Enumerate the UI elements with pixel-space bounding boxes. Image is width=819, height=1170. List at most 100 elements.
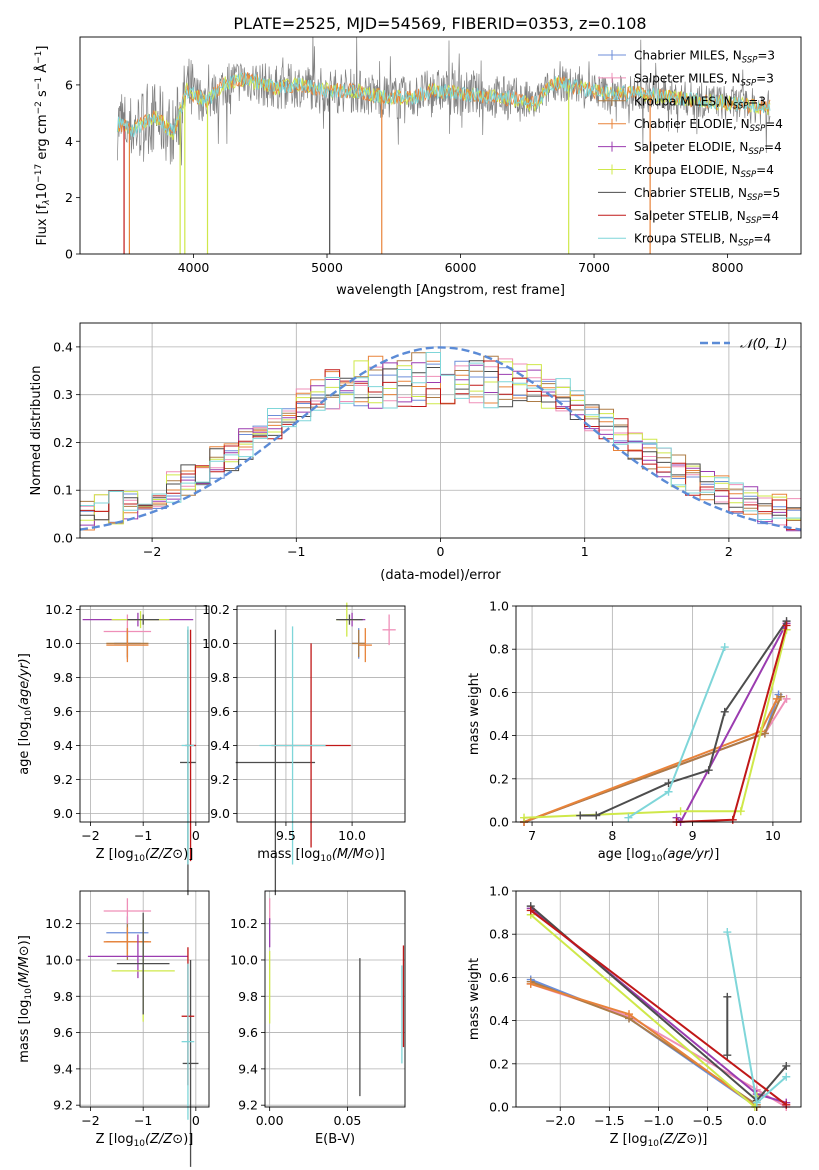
legend-label-sub: SSP: [742, 56, 758, 66]
x-tick-label: −2.0: [545, 1113, 575, 1128]
chart-weight_vs_z: −2.0 −1.5 −1.0 −0.5 0.0 0.0 0.2 0.4 0.6 0.8 1.0 mas…: [467, 884, 802, 1149]
y-tick-label: 1.0: [489, 884, 509, 899]
y-tick-label: 10.0: [45, 952, 73, 967]
x-tick-label: 0.00: [256, 1113, 284, 1128]
y-tick-label: 0.2: [489, 1056, 509, 1071]
y-tick-label: 10.2: [45, 916, 73, 931]
y-tick-label: 9.2: [238, 1098, 258, 1113]
y-tick-label: 9.4: [210, 738, 230, 753]
y-tick-label: 9.4: [53, 738, 73, 753]
weight-line-salpeter_stelib: [530, 909, 787, 1106]
plot-area: [235, 602, 396, 896]
y-tick-label: 9.6: [210, 704, 230, 719]
legend-label-sub: SSP: [746, 216, 762, 226]
legend-label-text: Chabrier MILES, N: [634, 49, 742, 63]
y-tick-label: 9.2: [53, 772, 73, 787]
x-tick-label: −1: [134, 828, 152, 843]
y-axis-label: age [log10(age/yr)]: [17, 653, 34, 775]
y-tick-label: 9.2: [53, 1098, 73, 1113]
legend-label-eq: =4: [754, 232, 772, 246]
y-axis-label: Flux [fλ10−17 erg cm−2 s−1 Å−1]: [34, 46, 52, 246]
chart-residuals: −2 −1 0 1 2 0.0 0.1 0.2 0.3 0.4 (data-model)/error…: [29, 322, 802, 583]
weight-line-kroupa_elodie: [530, 914, 758, 1109]
chart-weight_vs_age: 7 8 9 10 0.0 0.2 0.4 0.6 0.8 1.0 mass weight age [l…: [467, 599, 802, 864]
weight-marker: [526, 979, 535, 988]
weight-marker: [526, 906, 535, 915]
y-axis-label: Normed distribution: [29, 366, 44, 496]
axes-frame: [236, 605, 406, 823]
legend-label-text: Chabrier ELODIE, N: [634, 117, 750, 131]
x-tick-label: −1.5: [594, 1113, 624, 1128]
y-tick-label: 2: [65, 190, 73, 205]
x-axis-label: wavelength [Angstrom, rest frame]: [336, 283, 565, 298]
y-tick-label: 9.8: [210, 670, 230, 685]
y-tick-label: 0.3: [53, 387, 73, 402]
legend-label-sub: SSP: [741, 78, 757, 88]
y-tick-label: 9.0: [210, 806, 230, 821]
x-tick-label: 10.0: [338, 828, 366, 843]
x-axis-label: Z [log10(Z/Z⊙)]: [96, 1132, 194, 1149]
legend-label: Chabrier STELIB, NSSP=5: [634, 186, 780, 203]
legend-label-sub: SSP: [733, 101, 749, 111]
x-tick-label: −1: [134, 1113, 152, 1128]
weight-marker: [723, 928, 732, 937]
y-tick-label: 0.4: [489, 1013, 509, 1028]
y-tick-label: 9.8: [53, 670, 73, 685]
y-tick-label: 10.2: [45, 602, 73, 617]
y-tick-label: 10.2: [202, 602, 230, 617]
legend-label: Salpeter MILES, NSSP=3: [634, 71, 774, 88]
legend-label-text: Kroupa STELIB, N: [634, 232, 738, 246]
legend-label: Chabrier MILES, NSSP=3: [634, 49, 775, 66]
x-tick-label: 7: [528, 828, 536, 843]
y-tick-label: 0.2: [489, 771, 509, 786]
figure-title: PLATE=2525, MJD=54569, FIBERID=0353, z=0…: [233, 14, 646, 33]
normal-curve: [80, 346, 801, 531]
x-tick-label: 0: [437, 544, 445, 559]
weight-marker: [782, 1072, 791, 1081]
weight-marker: [776, 692, 785, 701]
chart-mass_vs_z: −2 −1 0 9.2 9.4 9.6 9.8 10.0 10.2 Z [log10(Z/Z⊙)]…: [17, 890, 210, 1167]
x-tick-label: 9.5: [276, 828, 296, 843]
axes-frame: [79, 322, 802, 539]
weight-marker: [520, 813, 529, 822]
x-tick-label: 6000: [445, 260, 477, 275]
weight-line-chabrier_stelib: [580, 620, 788, 817]
legend-label-text: Chabrier STELIB, N: [634, 186, 747, 200]
x-axis-label: E(B-V): [315, 1132, 355, 1147]
legend-label-sub: SSP: [738, 239, 754, 249]
histogram-kroupa_stelib: [80, 352, 801, 534]
plot-area: [82, 611, 196, 896]
weight-line-kroupa_elodie: [523, 629, 788, 819]
y-tick-label: 9.8: [53, 989, 73, 1004]
x-tick-label: −1: [287, 544, 305, 559]
weight-marker: [624, 813, 633, 822]
legend-label: Kroupa MILES, NSSP=3: [634, 94, 766, 111]
axes-frame: [79, 605, 210, 823]
weight-marker: [782, 621, 791, 630]
y-tick-label: 0.0: [489, 815, 509, 830]
x-axis-label: Z [log10(Z/Z⊙)]: [610, 1132, 708, 1149]
weight-marker: [720, 707, 729, 716]
y-tick-label: 0: [65, 247, 73, 262]
weight-marker: [782, 694, 791, 703]
y-axis-label: mass weight: [467, 673, 482, 755]
chart-spectrum: 4000 5000 6000 7000 8000 0 2 4 6 wavelength [Angs…: [34, 36, 802, 298]
weight-marker: [736, 807, 745, 816]
y-tick-label: 0.4: [489, 728, 509, 743]
legend-label-eq: =3: [757, 49, 775, 63]
axes-frame: [79, 36, 802, 255]
x-tick-label: 5000: [311, 260, 343, 275]
y-tick-label: 10.2: [230, 916, 258, 931]
x-tick-label: 4000: [178, 260, 210, 275]
weight-marker: [723, 992, 732, 1001]
weight-marker: [576, 811, 585, 820]
y-tick-label: 9.8: [238, 989, 258, 1004]
y-tick-label: 0.0: [489, 1100, 509, 1115]
y-tick-label: 6: [65, 77, 73, 92]
y-tick-label: 9.6: [53, 704, 73, 719]
axes-frame: [515, 890, 802, 1108]
weight-line-salpeter_miles: [523, 698, 788, 823]
chart-mass_vs_ebv: 0.00 0.05 9.2 9.4 9.6 9.8 10.0 10.2 E(B-V): [230, 890, 406, 1147]
legend-label-sub: SSP: [747, 193, 763, 203]
x-tick-label: 1: [581, 544, 589, 559]
